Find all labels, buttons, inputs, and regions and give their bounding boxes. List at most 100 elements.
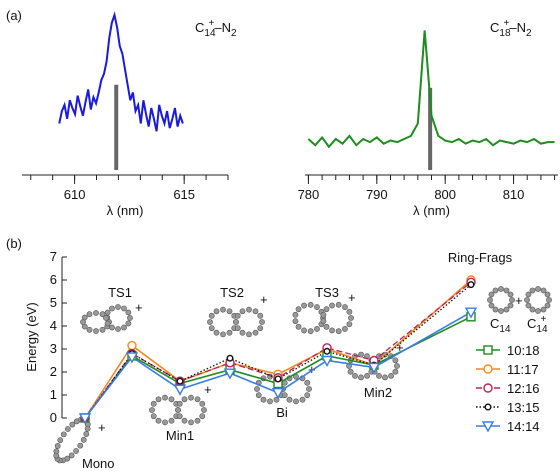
atom: [168, 396, 175, 403]
atom: [329, 302, 335, 309]
peak-stick: [114, 84, 119, 170]
atom: [69, 421, 76, 428]
marker: [78, 413, 92, 425]
atom: [127, 315, 133, 321]
atom: [239, 308, 246, 315]
atom: [292, 311, 299, 318]
x-tick-label: 800: [434, 187, 456, 202]
atom: [83, 431, 90, 437]
atom: [540, 287, 547, 294]
charge-mark: +: [308, 362, 316, 377]
atom: [53, 448, 60, 455]
atom: [255, 392, 262, 399]
legend-marker: [483, 345, 493, 355]
structure-label: Min1: [166, 428, 194, 443]
atom: [392, 357, 399, 364]
atom: [93, 328, 99, 334]
atom: [509, 297, 515, 303]
y-axis-label: Energy (eV): [24, 302, 39, 371]
chart-title: C18+–N2: [490, 18, 532, 39]
atom: [99, 326, 106, 333]
structure-label: Min2: [364, 385, 392, 400]
chart-title-part: C: [195, 20, 204, 35]
chart-title-part: 14: [204, 28, 216, 39]
charge-mark: +: [348, 290, 356, 305]
atom: [540, 306, 547, 313]
atom: [260, 396, 267, 403]
atom: [226, 329, 233, 336]
chart-title-part: C: [490, 20, 499, 35]
atom: [529, 287, 536, 294]
atom: [358, 351, 364, 358]
atom: [104, 309, 111, 316]
atom: [487, 297, 493, 303]
legend-marker: [481, 421, 495, 433]
atom: [307, 328, 314, 335]
atom: [529, 306, 536, 313]
atom: [535, 308, 541, 314]
atom: [295, 323, 302, 330]
atom: [64, 426, 71, 432]
series-line: [84, 311, 472, 419]
y-tick-label: 3: [50, 341, 57, 356]
atom: [525, 291, 532, 298]
atom: [498, 308, 504, 314]
atom: [125, 309, 132, 316]
x-tick-label: 615: [173, 187, 195, 202]
y-tick-label: 4: [50, 318, 57, 333]
atom: [150, 413, 157, 420]
chart-title-part: +: [504, 18, 510, 29]
atom: [239, 329, 246, 336]
atom: [299, 396, 306, 403]
atom: [60, 431, 67, 438]
atom: [84, 425, 91, 432]
atom: [213, 329, 220, 336]
atom: [259, 319, 265, 325]
atom: [507, 291, 514, 298]
atom: [162, 394, 168, 401]
atom: [347, 368, 354, 375]
atom: [149, 407, 155, 413]
atom: [54, 443, 61, 449]
atom: [292, 318, 299, 325]
atom: [335, 328, 342, 335]
marker: [367, 362, 381, 374]
atom: [304, 379, 311, 386]
atom: [99, 311, 106, 318]
marker: [173, 384, 187, 396]
chart-title-part: 2: [231, 28, 237, 39]
atom: [320, 318, 327, 325]
atom: [314, 326, 320, 332]
atom: [199, 413, 206, 420]
structure-label: TS2: [220, 285, 244, 300]
legend-label: 13:15: [507, 400, 540, 415]
atom: [342, 326, 348, 332]
fragment-plus: +: [515, 293, 523, 308]
atom: [104, 320, 111, 327]
atom: [162, 419, 168, 426]
fragment-label: C14+: [527, 314, 548, 335]
legend-label: 11:17: [507, 362, 539, 377]
atom: [57, 437, 64, 444]
atom: [176, 400, 183, 407]
marker: [274, 375, 282, 383]
atom: [394, 363, 400, 369]
atom: [267, 398, 273, 405]
atom: [115, 326, 121, 332]
atom: [109, 324, 115, 331]
x-tick-label: 810: [503, 187, 525, 202]
atom: [233, 319, 239, 325]
atom: [201, 407, 207, 413]
fragment-label-part: 14: [536, 324, 548, 335]
atom: [188, 394, 194, 401]
atom: [213, 308, 220, 315]
atom: [323, 323, 330, 330]
atom: [257, 312, 264, 319]
chart-title-part: 2: [526, 28, 532, 39]
atom: [335, 301, 342, 308]
atom: [150, 400, 157, 407]
marker: [320, 355, 334, 367]
charge-mark: +: [98, 420, 106, 435]
x-tick-label: 610: [64, 187, 86, 202]
